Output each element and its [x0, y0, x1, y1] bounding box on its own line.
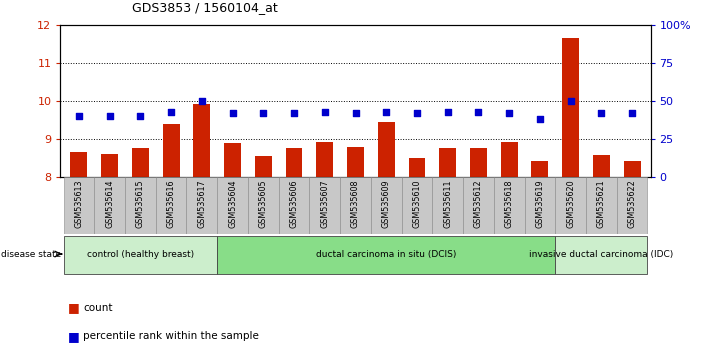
- FancyBboxPatch shape: [63, 236, 217, 274]
- Bar: [316, 142, 333, 177]
- Text: GSM535609: GSM535609: [382, 179, 391, 228]
- Point: [319, 109, 331, 114]
- FancyBboxPatch shape: [371, 177, 402, 234]
- Bar: [470, 148, 487, 177]
- Text: ■: ■: [68, 302, 80, 314]
- Text: GSM535621: GSM535621: [597, 179, 606, 228]
- Bar: [562, 38, 579, 177]
- FancyBboxPatch shape: [616, 177, 648, 234]
- FancyBboxPatch shape: [186, 177, 217, 234]
- Bar: [501, 142, 518, 177]
- Point: [257, 110, 269, 116]
- Bar: [70, 152, 87, 177]
- Point: [380, 109, 392, 114]
- FancyBboxPatch shape: [248, 177, 279, 234]
- Text: GDS3853 / 1560104_at: GDS3853 / 1560104_at: [132, 1, 277, 14]
- Text: count: count: [83, 303, 112, 313]
- Bar: [624, 161, 641, 177]
- Text: GSM535614: GSM535614: [105, 179, 114, 228]
- FancyBboxPatch shape: [279, 177, 309, 234]
- FancyBboxPatch shape: [555, 236, 648, 274]
- Text: disease state: disease state: [1, 250, 61, 258]
- Point: [565, 98, 577, 104]
- Bar: [378, 122, 395, 177]
- Bar: [593, 155, 610, 177]
- Point: [104, 113, 115, 119]
- FancyBboxPatch shape: [309, 177, 340, 234]
- FancyBboxPatch shape: [217, 236, 555, 274]
- Text: GSM535605: GSM535605: [259, 179, 268, 228]
- Point: [534, 116, 545, 122]
- Text: control (healthy breast): control (healthy breast): [87, 250, 194, 258]
- Text: invasive ductal carcinoma (IDC): invasive ductal carcinoma (IDC): [529, 250, 673, 258]
- Bar: [163, 124, 180, 177]
- FancyBboxPatch shape: [340, 177, 371, 234]
- Text: GSM535616: GSM535616: [166, 179, 176, 228]
- Text: GSM535622: GSM535622: [628, 179, 636, 228]
- Bar: [531, 161, 548, 177]
- Point: [442, 109, 454, 114]
- FancyBboxPatch shape: [525, 177, 555, 234]
- Text: GSM535620: GSM535620: [566, 179, 575, 228]
- Bar: [255, 156, 272, 177]
- Bar: [224, 143, 241, 177]
- Bar: [439, 148, 456, 177]
- Text: GSM535607: GSM535607: [320, 179, 329, 228]
- Bar: [193, 104, 210, 177]
- Text: GSM535604: GSM535604: [228, 179, 237, 228]
- Point: [134, 113, 146, 119]
- Text: GSM535617: GSM535617: [198, 179, 206, 228]
- FancyBboxPatch shape: [95, 177, 125, 234]
- Point: [503, 110, 515, 116]
- Text: GSM535615: GSM535615: [136, 179, 145, 228]
- Text: GSM535608: GSM535608: [351, 179, 360, 228]
- FancyBboxPatch shape: [156, 177, 186, 234]
- FancyBboxPatch shape: [432, 177, 463, 234]
- Bar: [409, 158, 425, 177]
- Text: GSM535619: GSM535619: [535, 179, 545, 228]
- Point: [196, 98, 208, 104]
- Bar: [132, 148, 149, 177]
- Point: [626, 110, 638, 116]
- Text: ■: ■: [68, 330, 80, 343]
- Text: ductal carcinoma in situ (DCIS): ductal carcinoma in situ (DCIS): [316, 250, 456, 258]
- FancyBboxPatch shape: [555, 177, 586, 234]
- Point: [596, 110, 607, 116]
- Point: [289, 110, 300, 116]
- Bar: [101, 154, 118, 177]
- Bar: [286, 148, 302, 177]
- FancyBboxPatch shape: [125, 177, 156, 234]
- FancyBboxPatch shape: [463, 177, 494, 234]
- Text: GSM535606: GSM535606: [289, 179, 299, 228]
- FancyBboxPatch shape: [217, 177, 248, 234]
- Point: [166, 109, 177, 114]
- FancyBboxPatch shape: [402, 177, 432, 234]
- Point: [227, 110, 238, 116]
- Point: [473, 109, 484, 114]
- Text: percentile rank within the sample: percentile rank within the sample: [83, 331, 259, 341]
- FancyBboxPatch shape: [586, 177, 616, 234]
- Point: [350, 110, 361, 116]
- Text: GSM535611: GSM535611: [443, 179, 452, 228]
- Text: GSM535613: GSM535613: [75, 179, 83, 228]
- FancyBboxPatch shape: [494, 177, 525, 234]
- Text: GSM535610: GSM535610: [412, 179, 422, 228]
- Point: [73, 113, 85, 119]
- Bar: [347, 147, 364, 177]
- Point: [411, 110, 422, 116]
- Text: GSM535612: GSM535612: [474, 179, 483, 228]
- Text: GSM535618: GSM535618: [505, 179, 513, 228]
- FancyBboxPatch shape: [63, 177, 95, 234]
